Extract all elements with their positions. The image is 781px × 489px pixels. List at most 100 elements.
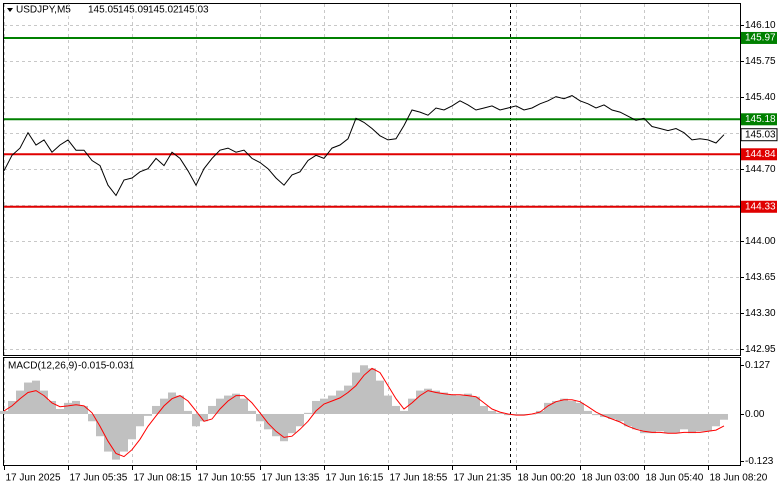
level-label: 144.33 xyxy=(745,201,776,212)
macd-bar xyxy=(672,413,680,434)
y-tick-label: 144.70 xyxy=(745,164,776,175)
x-tick-label: 17 Jun 16:15 xyxy=(326,473,384,484)
macd-bar xyxy=(504,413,512,416)
close-price: 145.03 xyxy=(178,5,209,16)
macd-bar xyxy=(224,395,232,414)
macd-bar xyxy=(120,413,128,452)
y-tick-label: 143.65 xyxy=(745,272,776,283)
macd-bar xyxy=(488,410,496,414)
macd-bar xyxy=(128,413,136,440)
last-price-label: 145.03 xyxy=(745,129,776,140)
macd-bar xyxy=(344,385,352,414)
macd-bar xyxy=(360,365,368,414)
x-tick-label: 18 Jun 03:00 xyxy=(582,473,640,484)
macd-bar xyxy=(64,402,72,414)
level-label-box xyxy=(741,148,777,161)
level-label: 145.18 xyxy=(745,114,776,125)
macd-bar xyxy=(648,413,656,434)
macd-bar xyxy=(688,413,696,434)
macd-bar xyxy=(96,413,104,437)
macd-bar xyxy=(608,413,616,419)
macd-bar xyxy=(208,405,216,414)
macd-bar xyxy=(136,413,144,427)
high-price: 145.09 xyxy=(118,5,149,16)
level-label-box xyxy=(741,31,777,44)
macd-bar xyxy=(696,413,704,432)
macd-bar xyxy=(72,400,80,414)
macd-bar xyxy=(248,410,256,414)
x-tick-label: 17 Jun 10:55 xyxy=(198,473,256,484)
signal-line xyxy=(3,367,725,458)
macd-bar xyxy=(408,398,416,414)
macd-bar xyxy=(384,395,392,414)
macd-bar xyxy=(232,393,240,414)
macd-bar xyxy=(616,413,624,422)
macd-bar xyxy=(640,413,648,434)
low-price: 145.02 xyxy=(148,5,179,16)
x-tick-label: 17 Jun 13:35 xyxy=(262,473,320,484)
macd-bar xyxy=(184,410,192,414)
macd-bar xyxy=(328,395,336,414)
y-tick-label: 144.00 xyxy=(745,236,776,247)
macd-bar xyxy=(144,413,152,416)
macd-bar xyxy=(512,413,520,416)
macd-bar xyxy=(400,410,408,414)
macd-bar xyxy=(104,413,112,452)
macd-bar xyxy=(56,409,64,414)
macd-bar xyxy=(80,405,88,414)
macd-bar xyxy=(680,413,688,430)
macd-bar xyxy=(592,413,600,416)
macd-bar xyxy=(8,400,16,414)
macd-bar xyxy=(632,413,640,430)
y-tick-label: 0.127 xyxy=(745,360,770,371)
macd-bar xyxy=(0,410,8,414)
macd-bar xyxy=(168,392,176,414)
macd-bar xyxy=(40,390,48,414)
macd-bar xyxy=(152,405,160,414)
macd-bar xyxy=(264,413,272,430)
macd-bar xyxy=(288,413,296,434)
level-label: 144.84 xyxy=(745,149,776,160)
macd-bar xyxy=(200,413,208,422)
macd-bar xyxy=(464,393,472,414)
macd-bar xyxy=(456,395,464,414)
x-tick-label: 17 Jun 21:35 xyxy=(454,473,512,484)
macd-bar xyxy=(720,413,728,420)
price-line xyxy=(3,95,725,197)
macd-bar xyxy=(576,402,584,414)
macd-bar xyxy=(552,400,560,414)
price-panel xyxy=(3,3,741,356)
open-price: 145.05 xyxy=(88,5,119,16)
macd-bar xyxy=(704,413,712,432)
y-tick-label: 145.40 xyxy=(745,92,776,103)
level-label-box xyxy=(741,113,777,126)
macd-bar xyxy=(376,380,384,414)
macd-bar xyxy=(568,400,576,414)
macd-bar xyxy=(560,398,568,414)
macd-bar xyxy=(312,400,320,414)
level-label: 145.97 xyxy=(745,33,776,44)
signal-value: -0.031 xyxy=(106,361,135,372)
macd-bar xyxy=(472,396,480,414)
macd-bar xyxy=(440,392,448,414)
x-tick-label: 17 Jun 08:15 xyxy=(134,473,192,484)
macd-bar xyxy=(584,410,592,414)
macd-bar xyxy=(32,380,40,414)
macd-bar xyxy=(664,413,672,434)
macd-bar xyxy=(656,413,664,432)
macd-bar xyxy=(496,412,504,414)
macd-bar xyxy=(448,394,456,414)
macd-bar xyxy=(480,405,488,414)
macd-bar xyxy=(416,390,424,414)
macd-bar xyxy=(112,413,120,460)
macd-bar xyxy=(24,382,32,414)
macd-bar xyxy=(280,413,288,442)
macd-bar xyxy=(216,398,224,414)
level-label-box xyxy=(741,200,777,213)
macd-bar xyxy=(392,405,400,414)
x-tick-label: 17 Jun 2025 xyxy=(6,473,61,484)
macd-bar xyxy=(712,413,720,427)
x-tick-label: 18 Jun 05:40 xyxy=(646,473,704,484)
macd-bar xyxy=(424,388,432,414)
